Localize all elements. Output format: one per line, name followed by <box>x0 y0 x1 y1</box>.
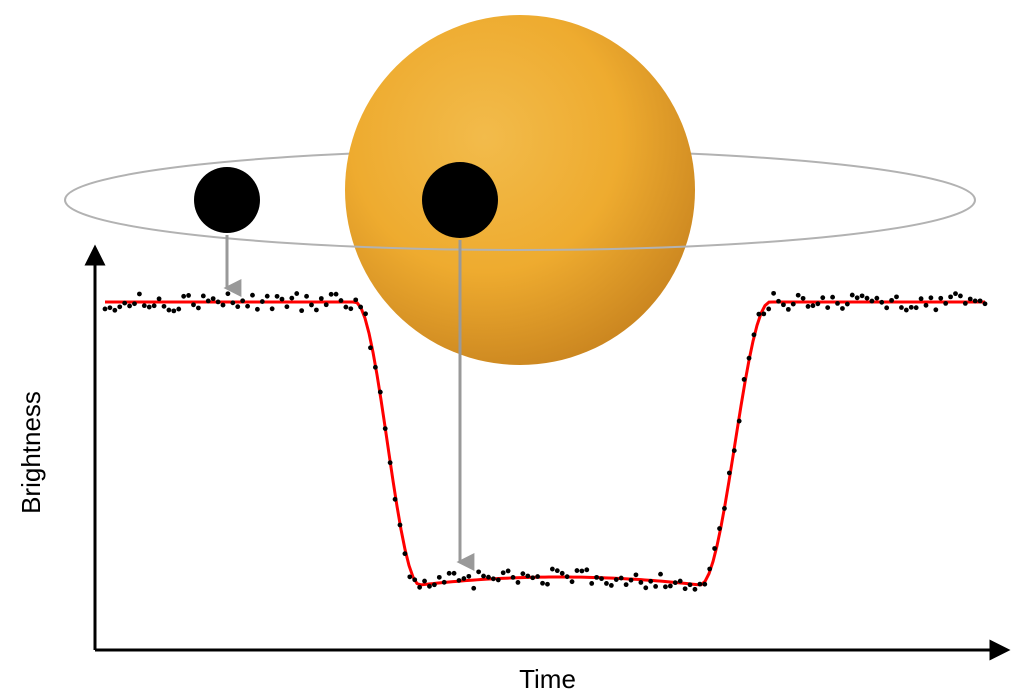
star <box>345 15 695 365</box>
planet-1 <box>422 162 498 238</box>
transit-diagram: Brightness Time <box>0 0 1024 695</box>
planet-0 <box>194 167 260 233</box>
diagram-svg: Brightness Time <box>0 0 1024 695</box>
y-axis-label: Brightness <box>16 391 46 514</box>
x-axis-label: Time <box>519 664 576 694</box>
